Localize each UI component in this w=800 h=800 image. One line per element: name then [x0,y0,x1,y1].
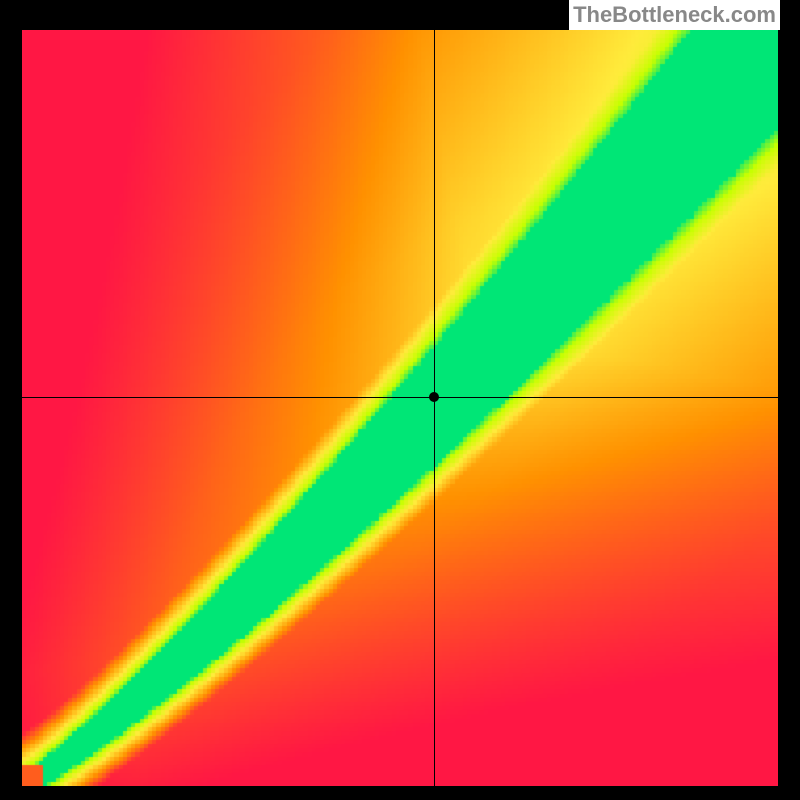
heatmap-canvas [22,30,778,786]
chart-container: TheBottleneck.com [0,0,800,800]
crosshair-vertical [434,30,435,786]
data-point-marker [429,392,439,402]
crosshair-horizontal [22,397,778,398]
plot-area [22,30,778,786]
watermark-label: TheBottleneck.com [569,0,780,30]
